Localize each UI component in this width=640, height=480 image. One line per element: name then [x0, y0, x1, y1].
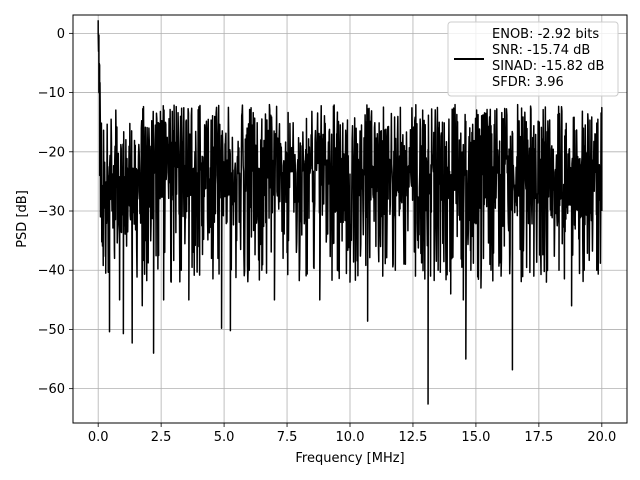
x-axis-ticks: 0.0 2.5 5.0 7.5 10.0 12.5 15.0 17.5 20.0 — [88, 423, 616, 445]
legend-line-sinad: SINAD: -15.82 dB — [492, 59, 604, 74]
y-axis-label: PSD [dB] — [15, 190, 30, 248]
legend-box — [447, 21, 619, 97]
x-tick-label: 15.0 — [461, 430, 490, 445]
y-axis-ticks: 0 −10 −20 −30 −40 −50 −60 — [38, 27, 73, 397]
legend-line-enob: ENOB: -2.92 bits — [492, 27, 599, 42]
psd-series-line — [97, 20, 603, 405]
y-tick-label: −40 — [38, 264, 65, 279]
x-tick-label: 17.5 — [524, 430, 553, 445]
x-tick-label: 7.5 — [277, 430, 298, 445]
x-tick-label: 12.5 — [398, 430, 427, 445]
y-tick-label: −10 — [38, 86, 65, 101]
x-tick-label: 5.0 — [214, 430, 235, 445]
legend-line-sfdr: SFDR: 3.96 — [492, 75, 564, 90]
x-tick-label: 20.0 — [587, 430, 616, 445]
y-tick-label: −60 — [38, 382, 65, 397]
y-tick-label: −50 — [38, 323, 65, 338]
x-tick-label: 2.5 — [151, 430, 172, 445]
x-axis-label: Frequency [MHz] — [295, 451, 404, 466]
legend-line-snr: SNR: -15.74 dB — [492, 43, 590, 58]
y-tick-label: −20 — [38, 145, 65, 160]
legend: ENOB: -2.92 bits SNR: -15.74 dB SINAD: -… — [447, 21, 619, 97]
y-tick-label: 0 — [57, 27, 65, 42]
x-tick-label: 0.0 — [88, 430, 109, 445]
x-tick-label: 10.0 — [336, 430, 365, 445]
y-tick-label: −30 — [38, 205, 65, 220]
